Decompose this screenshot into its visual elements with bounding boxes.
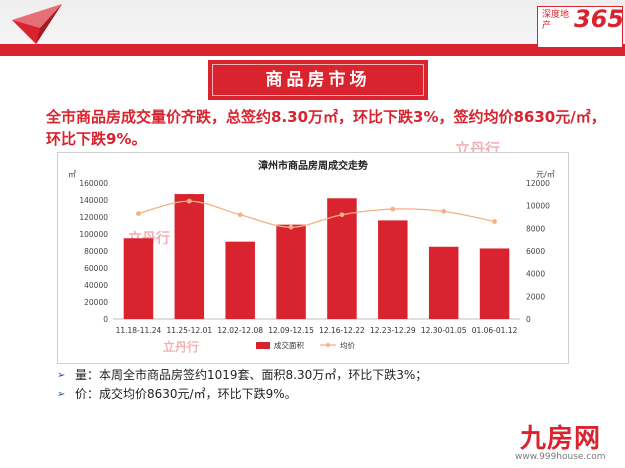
x-tick-label: 12.02-12.08 [217, 326, 263, 335]
left-tick-label: 0 [103, 315, 108, 324]
legend-swatch-price-marker [326, 343, 330, 347]
line-point [441, 208, 447, 214]
footer-url: www.999house.com [515, 452, 606, 462]
x-tick-label: 12.16-12.22 [319, 326, 365, 335]
bar [225, 241, 255, 319]
brand-number: 365 [574, 5, 625, 33]
bullet-arrow-icon: ➢ [57, 389, 66, 400]
right-tick-label: 0 [526, 315, 531, 324]
bar [276, 224, 306, 319]
section-banner: 商品房市场 [208, 60, 428, 100]
header-red-strip [0, 44, 625, 56]
footer-logo-name: 九房网 [520, 424, 602, 454]
section-banner-frame [212, 64, 424, 96]
bullet-arrow-icon: ➢ [57, 370, 66, 381]
left-tick-label: 140000 [79, 196, 108, 205]
bar [378, 220, 408, 319]
x-tick-label: 12.23-12.29 [370, 326, 416, 335]
section-title: 商品房市场 [265, 70, 371, 90]
bullet-price-text: 成交均价8630元/㎡，环比下跌9%。 [99, 387, 297, 401]
left-tick-label: 80000 [84, 247, 108, 256]
series-line-avg-price [138, 200, 495, 228]
watermark-middle: 立丹行 [128, 231, 170, 247]
line-point [390, 206, 396, 212]
brand-small-text: 深度地产 [542, 10, 570, 31]
left-tick-label: 40000 [84, 281, 108, 290]
bar [174, 194, 205, 319]
watermark-bottom: 立丹行 [163, 340, 200, 354]
left-tick-label: 160000 [79, 179, 108, 188]
bullet-price-label: 价： [75, 387, 100, 401]
x-tick-label: 11.18-11.24 [116, 326, 162, 335]
brand-logo [537, 6, 623, 48]
left-tick-label: 60000 [84, 264, 108, 273]
x-tick-label: 12.30-01.05 [421, 326, 467, 335]
bullet-volume-label: 量： [75, 368, 100, 382]
line-point [492, 219, 497, 224]
right-tick-label: 8000 [526, 224, 545, 233]
right-tick-label: 2000 [526, 292, 545, 301]
x-tick-label: 12.09-12.15 [268, 326, 314, 335]
left-tick-label: 20000 [84, 298, 108, 307]
bullet-list: ➢ 量： 本周全市商品房签约1019套、面积8.30万㎡，环比下跌3%； ➢ 价… [57, 366, 577, 404]
left-tick-label: 120000 [79, 213, 108, 222]
bar [327, 198, 357, 319]
line-point [186, 198, 192, 204]
bar [428, 246, 459, 319]
right-tick-label: 4000 [526, 270, 545, 279]
paper-plane-logo-icon [12, 4, 62, 44]
right-tick-label: 12000 [526, 179, 550, 188]
left-tick-label: 100000 [79, 230, 108, 239]
bullet-volume: ➢ 量： 本周全市商品房签约1019套、面积8.30万㎡，环比下跌3%； [57, 366, 577, 385]
chart-title: 漳州市商品房周成交走势 [258, 159, 368, 172]
line-point [339, 212, 345, 218]
x-tick-label: 01.06-01.12 [472, 326, 518, 335]
bar [123, 238, 154, 319]
x-tick-label: 11.25-12.01 [166, 326, 212, 335]
line-point [136, 211, 141, 216]
legend-swatch-area [256, 342, 270, 349]
bar [479, 248, 510, 319]
right-tick-label: 6000 [526, 247, 545, 256]
line-point [237, 212, 243, 218]
legend-label-area: 成交面积 [274, 340, 304, 350]
bullet-price: ➢ 价： 成交均价8630元/㎡，环比下跌9%。 [57, 385, 577, 404]
right-tick-label: 10000 [526, 202, 550, 211]
right-axis-unit: 元/㎡ [536, 170, 555, 179]
headline: 全市商品房成交量价齐跌，总签约8.30万㎡，环比下跌3%，签约均价8630元/㎡… [46, 108, 606, 148]
line-point [288, 224, 294, 230]
bullet-volume-text: 本周全市商品房签约1019套、面积8.30万㎡，环比下跌3%； [99, 368, 428, 382]
left-axis-unit: ㎡ [68, 170, 76, 179]
legend-label-price: 均价 [340, 340, 355, 350]
